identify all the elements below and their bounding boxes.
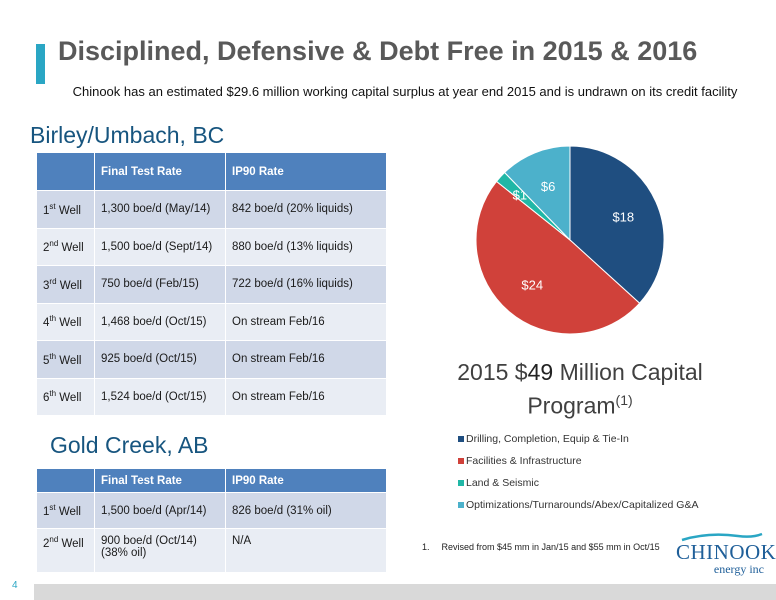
ip90-rate: 722 boe/d (16% liquids) [225,265,387,304]
legend-label: Optimizations/Turnarounds/Abex/Capitaliz… [466,499,699,511]
page-subtitle: Chinook has an estimated $29.6 million w… [72,84,738,99]
table-row: 4th Well 1,468 boe/d (Oct/15) On stream Fe… [36,302,387,341]
final-test-rate: 925 boe/d (Oct/15) [94,340,226,379]
final-test-rate: 1,500 boe/d (Apr/14) [94,492,226,529]
well-label: 6th Well [36,377,95,416]
footnote: 1. Revised from $45 mm in Jan/15 and $55 … [422,542,660,552]
pie-slice [503,145,571,242]
gold-col-empty [36,468,95,493]
ip90-rate: On stream Feb/16 [225,340,387,379]
pie-data-label: $24 [521,277,543,292]
title-accent-bar [36,44,45,84]
final-test-rate: 1,524 boe/d (Oct/15) [94,377,226,416]
final-test-rate: 900 boe/d (Oct/14) (38% oil) [94,528,226,573]
gold-col-final: Final Test Rate [94,468,226,493]
well-label: 4th Well [36,302,95,341]
legend-item: Optimizations/Turnarounds/Abex/Capitaliz… [458,494,698,516]
birley-col-ip90: IP90 Rate [225,152,387,191]
page-title: Disciplined, Defensive & Debt Free in 20… [58,36,698,66]
legend-swatch [458,458,464,464]
well-label: 3rd Well [36,265,95,304]
ip90-rate: 880 boe/d (13% liquids) [225,227,387,266]
pie-data-label: $18 [612,209,634,224]
legend-swatch [458,502,464,508]
gold-table: Final Test Rate IP90 Rate 1st Well 1,500 … [36,468,387,573]
pie-data-label: $6 [541,179,555,194]
well-label: 2nd Well [36,227,95,266]
footer-bar [34,584,776,600]
legend-item: Land & Seismic [458,472,698,494]
table-row: 2nd Well 900 boe/d (Oct/14) (38% oil) N/A [36,528,387,573]
ip90-rate: On stream Feb/16 [225,302,387,341]
table-row: 2nd Well 1,500 boe/d (Sept/14) 880 boe/d (… [36,227,387,266]
table-row: 1st Well 1,500 boe/d (Apr/14) 826 boe/d (3… [36,492,387,529]
chart-legend: Drilling, Completion, Equip & Tie-In Faci… [458,428,698,516]
well-label: 5th Well [36,340,95,379]
birley-col-empty [36,152,95,191]
final-test-rate: 1,300 boe/d (May/14) [94,190,226,229]
table-row: 3rd Well 750 boe/d (Feb/15) 722 boe/d (16%… [36,265,387,304]
final-test-rate: 1,500 boe/d (Sept/14) [94,227,226,266]
legend-item: Drilling, Completion, Equip & Tie-In [458,428,698,450]
legend-label: Drilling, Completion, Equip & Tie-In [466,433,629,445]
legend-swatch [458,436,464,442]
legend-label: Land & Seismic [466,477,539,489]
table-row: 6th Well 1,524 boe/d (Oct/15) On stream Fe… [36,377,387,416]
legend-swatch [458,480,464,486]
legend-item: Facilities & Infrastructure [458,450,698,472]
ip90-rate: N/A [225,528,387,573]
logo-wave-icon [681,532,763,542]
final-test-rate: 1,468 boe/d (Oct/15) [94,302,226,341]
table-row: 1st Well 1,300 boe/d (May/14) 842 boe/d (2… [36,190,387,229]
legend-label: Facilities & Infrastructure [466,455,582,467]
chart-title: 2015 $49 Million Capital Program(1) [457,359,703,419]
well-label: 2nd Well [36,528,95,573]
birley-table: Final Test Rate IP90 Rate 1st Well 1,300 … [36,152,387,416]
ip90-rate: 826 boe/d (31% oil) [225,492,387,529]
gold-col-ip90: IP90 Rate [225,468,387,493]
pie-slice [475,180,641,335]
capital-pie-chart: $18 $24 $1 $6 [470,140,670,345]
table-row: 5th Well 925 boe/d (Oct/15) On stream Feb/… [36,340,387,379]
gold-heading: Gold Creek, AB [50,432,209,458]
ip90-rate: On stream Feb/16 [225,377,387,416]
well-label: 1st Well [36,190,95,229]
pie-slice [569,145,665,304]
birley-col-final: Final Test Rate [94,152,226,191]
ip90-rate: 842 boe/d (20% liquids) [225,190,387,229]
birley-heading: Birley/Umbach, BC [30,122,225,148]
chinook-logo: CHINOOK energy inc [676,532,776,578]
final-test-rate: 750 boe/d (Feb/15) [94,265,226,304]
page-number: 4 [12,580,18,591]
well-label: 1st Well [36,492,95,529]
